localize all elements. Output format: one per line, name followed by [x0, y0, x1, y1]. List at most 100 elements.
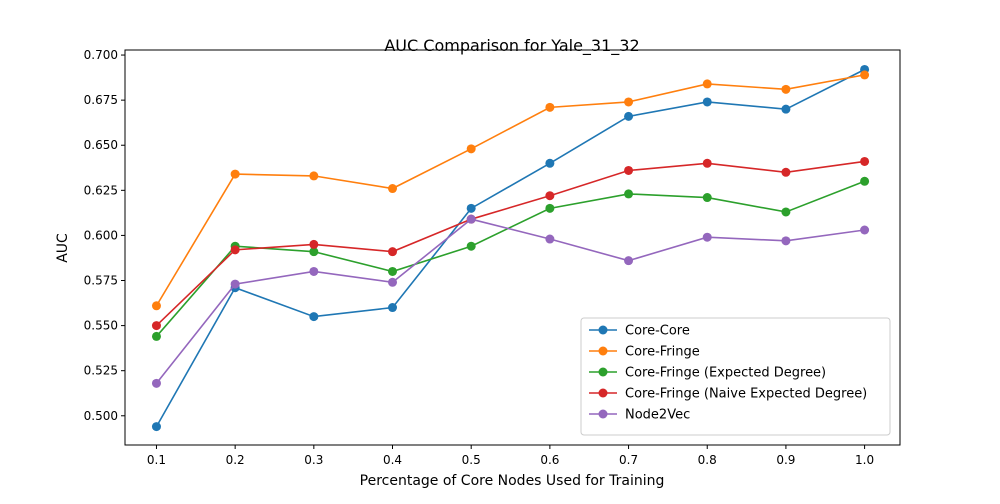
data-point [545, 234, 555, 244]
data-point [309, 171, 319, 181]
data-point [781, 236, 791, 246]
chart-title: AUC Comparison for Yale_31_32 [384, 36, 639, 56]
data-point [624, 165, 634, 175]
x-tick-label: 0.1 [147, 453, 166, 467]
data-point [388, 277, 398, 287]
data-point [860, 225, 870, 235]
y-tick-label: 0.575 [84, 274, 118, 288]
data-point [151, 301, 161, 311]
series-line [155, 180, 865, 337]
series-3 [151, 156, 870, 331]
y-tick-label: 0.650 [84, 138, 118, 152]
legend-label: Core-Core [625, 324, 690, 339]
y-tick-label: 0.700 [84, 48, 118, 62]
data-point [702, 79, 712, 89]
data-point [388, 303, 398, 313]
legend-label: Core-Fringe [625, 345, 700, 360]
data-point [860, 156, 870, 166]
x-tick-label: 0.5 [462, 453, 481, 467]
x-tick-label: 0.7 [619, 453, 638, 467]
y-tick-label: 0.500 [84, 409, 118, 423]
y-tick-label: 0.675 [84, 93, 118, 107]
y-tick-label: 0.550 [84, 319, 118, 333]
data-point [545, 102, 555, 112]
y-axis: 0.500 0.525 0.550 0.575 0.600 0.625 0.650 0.675… [84, 48, 125, 423]
data-point [151, 321, 161, 331]
data-point [466, 241, 476, 251]
x-axis: 0.1 0.2 0.3 0.4 0.5 0.6 0.7 0.8 0.9 1.0 [147, 445, 874, 467]
plot-frame [124, 49, 901, 446]
data-point [230, 245, 240, 255]
legend: Core-Core Core-Fringe Core-Fringe (Expecte… [580, 317, 891, 436]
data-point [388, 266, 398, 276]
x-tick-label: 0.6 [540, 453, 559, 467]
legend-marker [598, 325, 608, 335]
legend-label: Node2Vec [625, 408, 690, 423]
y-tick-label: 0.525 [84, 364, 118, 378]
data-point [545, 191, 555, 201]
data-point [151, 422, 161, 432]
x-tick-label: 0.3 [304, 453, 323, 467]
y-tick-label: 0.625 [84, 183, 118, 197]
y-axis-label: AUC [55, 233, 71, 263]
x-tick-label: 0.2 [226, 453, 245, 467]
series-line [155, 218, 865, 384]
data-point [624, 189, 634, 199]
data-point [151, 331, 161, 341]
data-point [466, 203, 476, 213]
data-point [388, 184, 398, 194]
data-point [309, 247, 319, 257]
data-point [545, 203, 555, 213]
legend-marker [598, 388, 608, 398]
data-point [781, 167, 791, 177]
data-point [624, 97, 634, 107]
plot-area [151, 64, 870, 432]
data-point [781, 207, 791, 217]
x-tick-label: 0.9 [776, 453, 795, 467]
data-point [624, 256, 634, 266]
data-point [388, 247, 398, 257]
data-point [702, 193, 712, 203]
x-tick-label: 0.4 [383, 453, 402, 467]
data-point [860, 176, 870, 186]
data-point [702, 97, 712, 107]
data-point [309, 239, 319, 249]
legend-marker [598, 367, 608, 377]
data-point [860, 70, 870, 80]
legend-box [580, 317, 891, 436]
legend-item: Core-Core [589, 324, 690, 339]
data-point [151, 378, 161, 388]
legend-label: Core-Fringe (Expected Degree) [625, 366, 826, 381]
legend-marker [598, 409, 608, 419]
x-tick-label: 0.8 [698, 453, 717, 467]
legend-item: Core-Fringe (Expected Degree) [589, 366, 826, 381]
data-point [466, 214, 476, 224]
x-tick-label: 1.0 [855, 453, 874, 467]
data-point [230, 279, 240, 289]
series-line [155, 160, 865, 327]
legend-item: Node2Vec [589, 408, 690, 423]
data-point [230, 169, 240, 179]
series-line [155, 68, 865, 427]
data-point [624, 111, 634, 121]
x-axis-label: Percentage of Core Nodes Used for Traini… [360, 473, 665, 489]
series-line [155, 74, 865, 307]
series-4 [151, 214, 870, 388]
legend-item: Core-Fringe [589, 345, 700, 360]
legend-marker [598, 346, 608, 356]
legend-item: Core-Fringe (Naive Expected Degree) [589, 387, 867, 402]
series-2 [151, 176, 870, 341]
data-point [309, 266, 319, 276]
data-point [309, 312, 319, 322]
data-point [781, 104, 791, 114]
data-point [466, 144, 476, 154]
data-point [545, 158, 555, 168]
legend-label: Core-Fringe (Naive Expected Degree) [625, 387, 867, 402]
data-point [781, 84, 791, 94]
series-1 [151, 70, 870, 311]
data-point [702, 232, 712, 242]
y-tick-label: 0.600 [84, 228, 118, 242]
data-point [702, 158, 712, 168]
